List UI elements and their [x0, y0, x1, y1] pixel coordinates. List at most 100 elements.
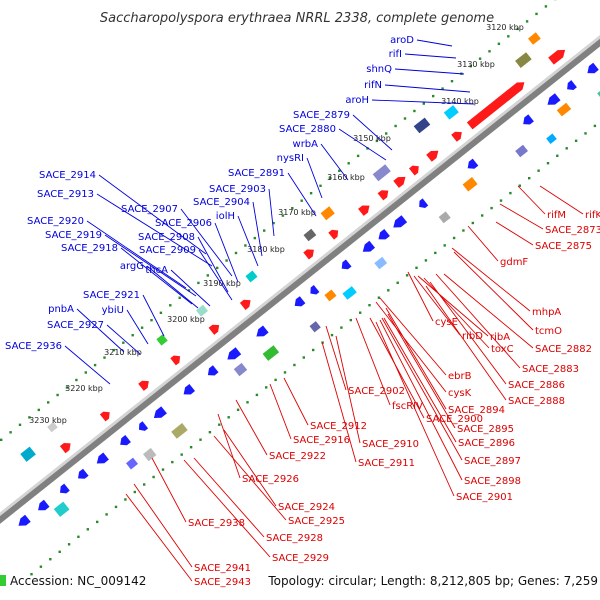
track-dot [328, 177, 332, 180]
gene-label-forward: aroD [390, 35, 414, 46]
callout-line-reverse [269, 383, 292, 440]
gene-label-forward: iolH [216, 211, 235, 222]
forward-gene-arrow [207, 365, 219, 376]
reverse-gene-arrow [426, 150, 439, 162]
track-dot [546, 162, 550, 165]
gene-label-reverse: tcmO [535, 326, 562, 337]
gene-label-forward: SACE_2906 [155, 218, 212, 229]
feature-block [262, 345, 280, 361]
track-dot [37, 408, 40, 412]
callout-line-forward [352, 114, 393, 151]
track-dot [396, 281, 399, 284]
callout-line-reverse [467, 225, 499, 262]
callout-line-forward [237, 215, 259, 267]
gene-label-forward: SACE_2921 [83, 290, 140, 301]
gene-labels: aroD rifI shnQ rifN aroH SACE_2879 SACE_2880wr… [5, 35, 600, 588]
callout-line-forward [252, 201, 263, 257]
callout-line-reverse [375, 301, 447, 393]
track-dot [434, 251, 437, 255]
track-dot [385, 132, 388, 135]
track-dot [234, 251, 238, 255]
gene-label-forward: SACE_2903 [209, 184, 266, 195]
track-dot [283, 371, 287, 374]
forward-gene-arrow [96, 452, 109, 464]
track-dot [300, 199, 303, 202]
gene-label-reverse: SACE_2925 [288, 516, 345, 527]
track-dot [274, 378, 277, 382]
feature-block [342, 286, 357, 300]
forward-gene-arrow [183, 384, 195, 395]
callout-line-reverse [183, 459, 271, 558]
map-title: Saccharopolyspora erythraea NRRL 2338, c… [100, 11, 494, 26]
callout-line-forward [338, 128, 387, 161]
callout-line-reverse [495, 221, 534, 246]
track-dot [574, 139, 578, 142]
forward-gene-arrow [567, 80, 577, 90]
kbp-tick-label: 3190 kbp [203, 279, 241, 288]
track-dot [114, 505, 118, 509]
callout-line-forward [416, 39, 453, 47]
track-dot [28, 416, 31, 419]
gene-label-reverse: SACE_2924 [278, 502, 335, 513]
kbp-tick-label: 3200 kbp [167, 315, 205, 324]
callout-line-reverse [217, 413, 241, 479]
track-dot [338, 169, 341, 172]
feature-block [438, 211, 451, 224]
forward-gene-arrow [294, 296, 306, 307]
callout-line-forward [98, 174, 207, 255]
track-dot [528, 177, 531, 180]
gene-label-reverse: cysE [435, 317, 458, 328]
track-dot [272, 221, 275, 225]
kbp-tick-label: 3230 kbp [29, 416, 67, 425]
forward-gene-arrow [393, 215, 408, 228]
callout-line-reverse [435, 273, 521, 369]
feature-block [443, 105, 459, 120]
callout-line-forward [404, 53, 457, 59]
track-dot [236, 408, 240, 411]
callout-line-forward [64, 345, 111, 385]
track-dot [140, 326, 144, 329]
gene-label-forward: thcA [145, 265, 168, 276]
callout-line-reverse [453, 251, 534, 331]
feature-block [143, 447, 157, 462]
gene-label-forward: SACE_2920 [27, 216, 84, 227]
track-dot [161, 468, 165, 471]
gene-label-forward: ybiU [102, 305, 124, 316]
ring-dots [0, 0, 597, 576]
callout-line-forward [268, 188, 275, 237]
track-dot [450, 80, 454, 83]
feature-block [515, 144, 528, 158]
track-dot [394, 124, 397, 128]
backbone-line [0, 38, 600, 524]
track-dot [405, 274, 409, 277]
track-dot [387, 289, 390, 292]
track-dot [481, 214, 484, 217]
gene-label-forward: SACE_2879 [293, 110, 350, 121]
gene-label-reverse: SACE_2922 [269, 451, 326, 462]
forward-gene-arrow [153, 406, 167, 418]
callout-line-reverse [407, 271, 434, 322]
callout-line-reverse [417, 275, 489, 337]
track-dot [255, 393, 259, 397]
callout-line-forward [126, 309, 149, 345]
gene-label-reverse: SACE_2941 [194, 563, 251, 574]
gene-label-forward: SACE_2908 [138, 232, 195, 243]
callout-line-forward [76, 308, 125, 353]
reverse-gene-arrow [303, 249, 314, 260]
track-dot [432, 94, 435, 98]
callout-line-forward [106, 324, 141, 355]
track-dot [525, 20, 529, 23]
callout-line-forward [96, 193, 213, 267]
gene-label-reverse: SACE_2873 [545, 225, 600, 236]
genome-backbone [0, 34, 600, 524]
track-dot [56, 393, 59, 397]
gene-label-reverse: mhpA [532, 307, 561, 318]
kbp-tick-label: 3130 kbp [457, 60, 495, 69]
track-dot [246, 401, 249, 404]
track-dot [244, 244, 247, 247]
gene-label-forward: SACE_2904 [193, 197, 250, 208]
gene-label-forward: SACE_2927 [47, 320, 104, 331]
feature-block [303, 228, 317, 242]
legend-swatch [0, 575, 6, 586]
reverse-gene-arrow [466, 82, 525, 130]
